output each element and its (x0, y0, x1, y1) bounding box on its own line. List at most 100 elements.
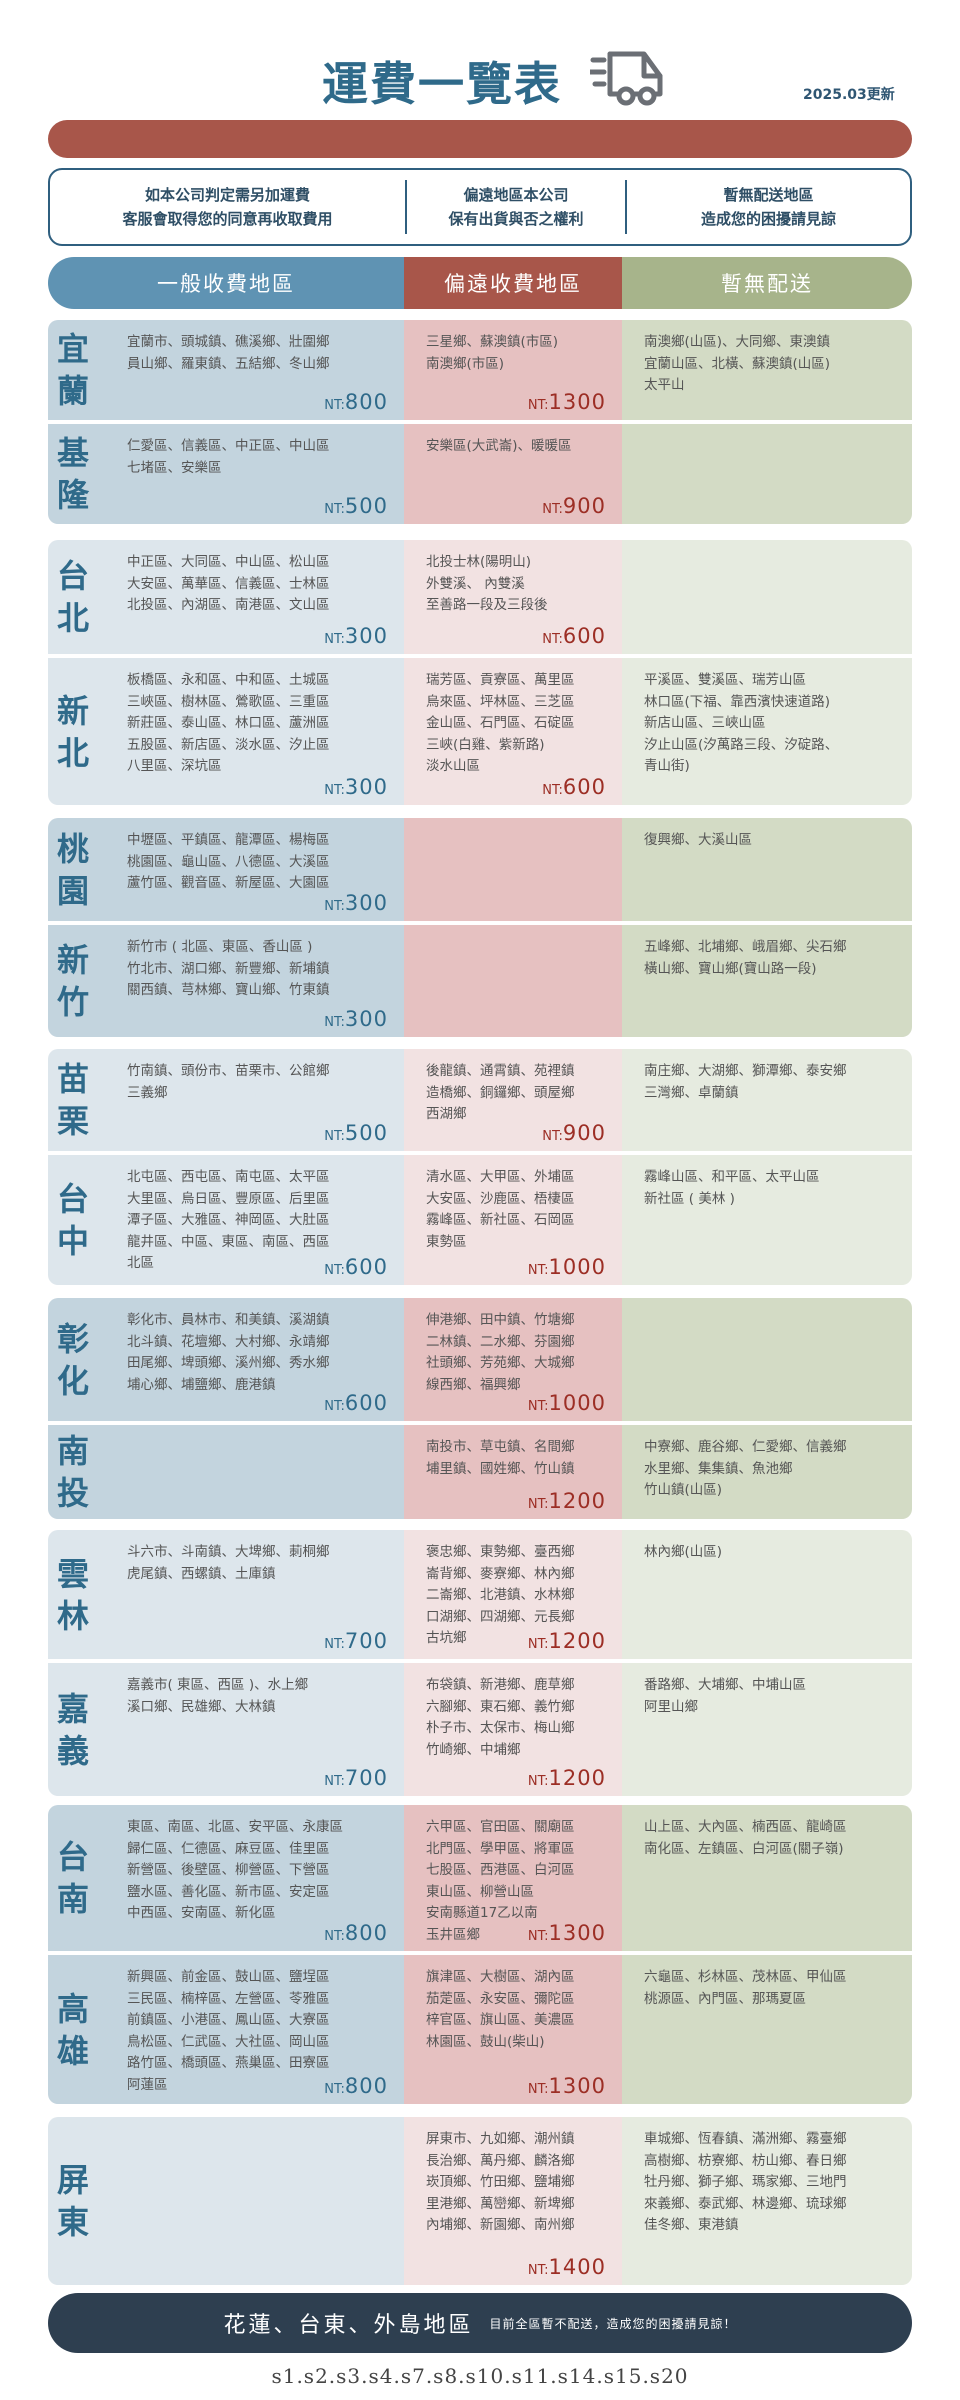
notice-line: 造成您的困擾請見諒 (700, 210, 836, 228)
region-name-char: 蘭 (56, 372, 89, 410)
price-value: 300 (344, 624, 388, 648)
area-line: 六甲區、官田區、關廟區 (426, 1819, 575, 1835)
general-price: NT:300 (324, 775, 388, 799)
area-line: 山上區、大內區、楠西區、龍崎區 (644, 1819, 847, 1835)
region-name-char: 桃 (56, 829, 89, 868)
region-name-char: 園 (56, 871, 89, 910)
general-price: NT:500 (324, 494, 388, 518)
column-header: 一般收費地區 偏遠收費地區 暫無配送 (48, 257, 912, 309)
area-line: 七堵區、安樂區 (127, 459, 222, 476)
notice-extra-fee: 如本公司判定需另加運費 客服會取得您的同意再收取費用 (50, 183, 405, 231)
area-line: 番路鄉、大埔鄉、中埔山區 (644, 1677, 806, 1693)
remote-price: NT:1000 (528, 1255, 606, 1279)
price-prefix: NT: (542, 1129, 563, 1144)
general-areas: 斗六市、斗南鎮、大埤鄉、莿桐鄉 虎尾鎮、西螺鎮、土庫鎮 (127, 1542, 330, 1585)
price-value: 700 (344, 1766, 388, 1790)
area-line: 三義鄉 (127, 1084, 168, 1101)
none-areas: 平溪區、雙溪區、瑞芳山區 林口區(下福、靠西濱快速道路) 新店山區、三峽山區 汐止山區… (644, 670, 838, 778)
notice-no-delivery: 暫無配送地區 造成您的困擾請見諒 (627, 183, 910, 231)
area-line: 田尾鄉、埤頭鄉、溪州鄉、秀水鄉 (127, 1355, 330, 1371)
region-group: 屏東 屏東市、九如鄉、潮州鎮 長治鄉、萬丹鄉、麟洛鄉 崁頂鄉、竹田鄉、鹽埔鄉 里港鄉、萬… (48, 2117, 912, 2285)
region-name: 嘉義 (48, 1663, 98, 1796)
region-name: 高雄 (48, 1955, 98, 2104)
general-areas: 北屯區、西屯區、南屯區、太平區 大里區、烏日區、豐原區、后里區 潭子區、大雅區、神岡… (127, 1167, 330, 1275)
area-line: 中西區、安南區、新化區 (127, 1905, 276, 1921)
cell-general: 桃園中壢區、平鎮區、龍潭區、楊梅區 桃園區、龜山區、八德區、大溪區 蘆竹區、觀音區、… (48, 818, 404, 921)
cell-general: 新北板橋區、永和區、中和區、土城區 三峽區、樹林區、鶯歌區、三重區 新莊區、泰山區、… (48, 658, 404, 805)
price-value: 1000 (548, 1255, 606, 1279)
notice-line: 客服會取得您的同意再收取費用 (122, 210, 333, 228)
general-price: NT:800 (324, 390, 388, 414)
area-line: 崁頂鄉、竹田鄉、鹽埔鄉 (426, 2174, 575, 2190)
remote-price: NT:1400 (528, 2255, 606, 2279)
area-line: 佳冬鄉、東港鎮 (644, 2217, 739, 2233)
remote-price: NT:900 (542, 494, 606, 518)
price-prefix: NT: (324, 899, 345, 914)
region-name-char: 義 (56, 1731, 89, 1770)
footer-banner: 花蓮、台東、外島地區 目前全區暫不配送，造成您的困擾請見諒！ (48, 2293, 912, 2353)
none-areas: 五峰鄉、北埔鄉、峨眉鄉、尖石鄉 橫山鄉、寶山鄉(寶山路一段) (644, 937, 847, 980)
region-row: 台北中正區、大同區、中山區、松山區 大安區、萬華區、信義區、士林區 北投區、內湖區、… (48, 540, 912, 658)
cell-remote: 旗津區、大樹區、湖內區 茄萣區、永安區、彌陀區 梓官區、旗山區、美濃區 林園區、鼓山(… (404, 1955, 622, 2104)
region-row: 基隆仁愛區、信義區、中正區、中山區 七堵區、安樂區 NT:500 安樂區(大武崙)、暖… (48, 424, 912, 524)
price-prefix: NT: (324, 1637, 345, 1652)
cell-none (622, 540, 912, 654)
price-value: 700 (344, 1629, 388, 1653)
area-line: 虎尾鎮、西螺鎮、土庫鎮 (127, 1565, 276, 1582)
cell-none: 五峰鄉、北埔鄉、峨眉鄉、尖石鄉 橫山鄉、寶山鄉(寶山路一段) (622, 925, 912, 1037)
region-name-char: 新 (56, 941, 89, 979)
area-line: 大里區、烏日區、豐原區、后里區 (127, 1190, 330, 1207)
remote-areas: 屏東市、九如鄉、潮州鎮 長治鄉、萬丹鄉、麟洛鄉 崁頂鄉、竹田鄉、鹽埔鄉 里港鄉、萬巒鄉… (426, 2129, 575, 2237)
area-line: 朴子市、太保市、梅山鄉 (426, 1720, 575, 1736)
price-prefix: NT: (324, 398, 345, 413)
area-line: 西湖鄉 (426, 1106, 467, 1122)
area-line: 北屯區、西屯區、南屯區、太平區 (127, 1169, 330, 1185)
none-areas: 南庄鄉、大湖鄉、獅潭鄉、泰安鄉 三灣鄉、卓蘭鎮 (644, 1061, 847, 1104)
remote-areas: 瑞芳區、貢寮區、萬里區 烏來區、坪林區、三芝區 金山區、石門區、石碇區 三峽(白雞、紫… (426, 670, 575, 778)
notice-line: 偏遠地區本公司 (463, 186, 569, 204)
area-line: 潭子區、大雅區、神岡區、大肚區 (127, 1212, 330, 1228)
cell-remote: 南投市、草屯鎮、名間鄉 埔里鎮、國姓鄉、竹山鎮 NT:1200 (404, 1425, 622, 1519)
area-line: 旗津區、大樹區、湖內區 (426, 1969, 575, 1985)
area-line: 三星鄉、蘇澳鎮(市區) (426, 334, 559, 350)
region-name-char: 化 (56, 1361, 89, 1400)
region-name: 彰化 (48, 1298, 98, 1421)
cell-none: 霧峰山區、和平區、太平山區 新社區 ( 美林 ) (622, 1155, 912, 1285)
none-areas: 六龜區、杉林區、茂林區、甲仙區 桃源區、內門區、那瑪夏區 (644, 1967, 847, 2010)
notice-line: 暫無配送地區 (723, 186, 814, 204)
general-price: NT:800 (324, 1921, 388, 1945)
cell-general: 新竹 新竹市 ( 北區、東區、香山區 ) 竹北市、湖口鄉、新豐鄉、新埔鎮 關西鎮、芎林… (48, 925, 404, 1037)
remote-areas: 北投士林(陽明山) 外雙溪、 內雙溪 至善路一段及三段後 (426, 552, 548, 617)
area-line: 竹北市、湖口鄉、新豐鄉、新埔鎮 (127, 960, 330, 977)
region-group: 宜蘭宜蘭市、頭城鎮、礁溪鄉、壯圍鄉 員山鄉、羅東鎮、五結鄉、冬山鄉 NT:800 三星… (48, 320, 912, 524)
area-line: 三灣鄉、卓蘭鎮 (644, 1084, 739, 1101)
area-line: 後龍鎮、通霄鎮、苑裡鎮 (426, 1063, 575, 1079)
area-line: 板橋區、永和區、中和區、土城區 (127, 672, 330, 688)
region-name-char: 南 (56, 1880, 89, 1918)
area-line: 口湖鄉、四湖鄉、元長鄉 (426, 1608, 575, 1625)
area-line: 新營區、後壁區、柳營區、下營區 (127, 1862, 330, 1878)
area-line: 大安區、萬華區、信義區、士林區 (127, 575, 330, 592)
remote-areas: 六甲區、官田區、關廟區 北門區、學甲區、將軍區 七股區、西港區、白河區 東山區、柳營山… (426, 1817, 575, 1946)
area-line: 新竹市 ( 北區、東區、香山區 ) (127, 939, 313, 955)
divider (625, 180, 627, 234)
region-name-char: 竹 (56, 983, 89, 1021)
area-line: 褒忠鄉、東勢鄉、臺西鄉 (426, 1544, 575, 1560)
remote-price: NT:1200 (528, 1766, 606, 1790)
area-line: 高樹鄉、枋寮鄉、枋山鄉、春日鄉 (644, 2152, 847, 2169)
cell-general: 嘉義嘉義市( 東區、西區 )、水上鄉 溪口鄉、民雄鄉、大林鎮 NT:700 (48, 1663, 404, 1796)
area-line: 新店山區、三峽山區 (644, 715, 766, 731)
cell-remote: 清水區、大甲區、外埔區 大安區、沙鹿區、梧棲區 霧峰區、新社區、石岡區 東勢區 NT:1… (404, 1155, 622, 1285)
remote-areas: 南投市、草屯鎮、名間鄉 埔里鎮、國姓鄉、竹山鎮 (426, 1437, 575, 1480)
area-line: 安樂區(大武崙)、暖暖區 (426, 438, 572, 454)
cell-remote: 北投士林(陽明山) 外雙溪、 內雙溪 至善路一段及三段後 NT:600 (404, 540, 622, 654)
region-row: 高雄新興區、前金區、鼓山區、鹽埕區 三民區、楠梓區、左營區、苓雅區 前鎮區、小港區、… (48, 1955, 912, 2104)
area-line: 埔里鎮、國姓鄉、竹山鎮 (426, 1460, 575, 1477)
region-row: 屏東 屏東市、九如鄉、潮州鎮 長治鄉、萬丹鄉、麟洛鄉 崁頂鄉、竹田鄉、鹽埔鄉 里港鄉、萬… (48, 2117, 912, 2285)
area-line: 牡丹鄉、獅子鄉、瑪家鄉、三地門 (644, 2174, 847, 2190)
price-prefix: NT: (542, 502, 563, 517)
footer-note: 目前全區暫不配送，造成您的困擾請見諒！ (489, 2316, 737, 2331)
price-value: 1300 (548, 390, 606, 414)
region-group: 桃園中壢區、平鎮區、龍潭區、楊梅區 桃園區、龜山區、八德區、大溪區 蘆竹區、觀音區、… (48, 818, 912, 1037)
area-line: 大安區、沙鹿區、梧棲區 (426, 1190, 575, 1207)
